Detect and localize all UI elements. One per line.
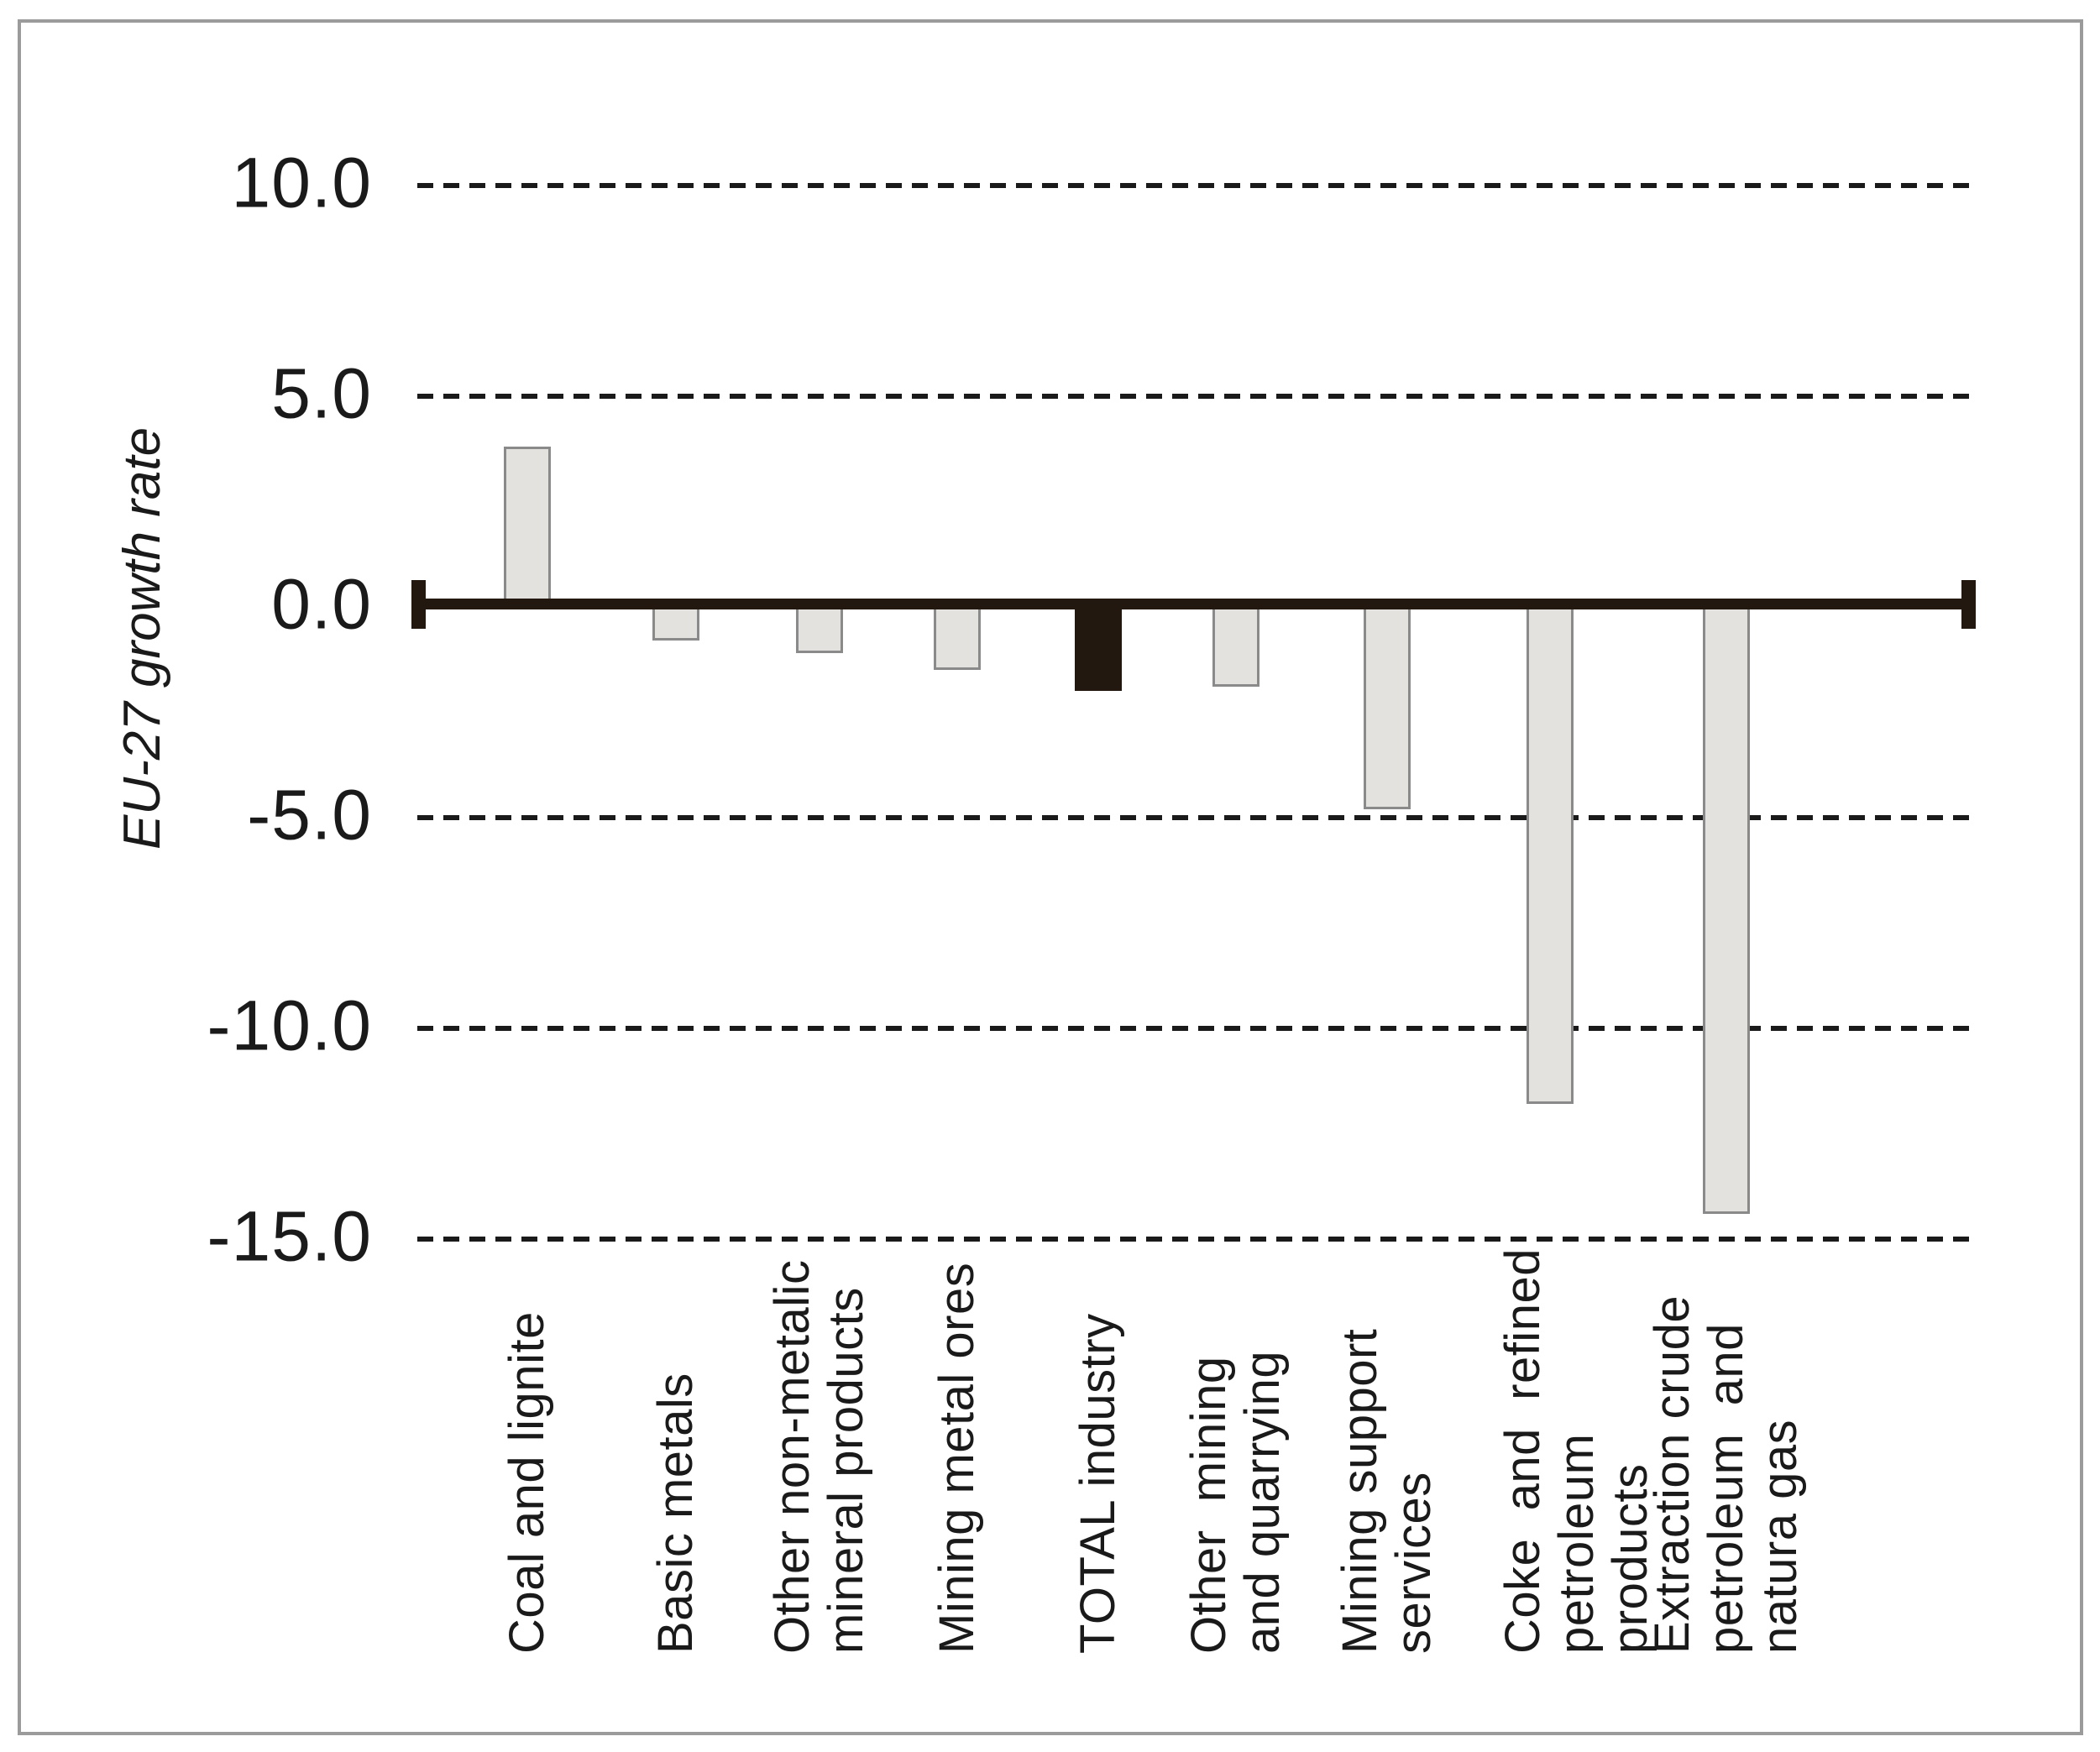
y-tick-label: 10.0 — [231, 143, 372, 222]
category-label-0: Coal and lignite — [500, 1311, 554, 1654]
bar-8 — [1703, 607, 1750, 1214]
bar-6 — [1364, 607, 1411, 809]
category-label-2: Other non-metalic mineral products — [765, 1259, 873, 1654]
y-gridline--15.0 — [417, 1237, 1969, 1242]
y-tick-label: -10.0 — [207, 986, 372, 1065]
category-label-5: Other mining and quarrying — [1181, 1350, 1290, 1654]
bar-2 — [796, 607, 843, 654]
y-gridline--10.0 — [417, 1026, 1969, 1031]
y-tick-label: 0.0 — [271, 564, 372, 644]
bar-1 — [652, 607, 699, 641]
x-axis-zero-line — [426, 599, 1961, 609]
y-tick-label: -5.0 — [247, 775, 372, 855]
axis-end-cap-left — [411, 579, 426, 629]
axis-end-cap-right — [1961, 579, 1976, 629]
category-label-4: TOTAL industry — [1071, 1313, 1125, 1654]
bar-5 — [1212, 607, 1259, 688]
bar-3 — [934, 607, 981, 671]
bar-0 — [504, 447, 551, 607]
bar-total-industry — [1075, 607, 1122, 692]
category-label-7: Coke and refined petroleum products — [1495, 1248, 1657, 1654]
category-label-6: Mining support services — [1333, 1328, 1441, 1654]
y-gridline--5.0 — [417, 815, 1969, 820]
y-gridline-10.0 — [417, 183, 1969, 188]
category-label-8: Extraction crude petroleum and natura ga… — [1645, 1294, 1807, 1654]
y-tick-label: -15.0 — [207, 1196, 372, 1276]
category-label-3: Mining metal ores — [930, 1262, 984, 1654]
y-tick-label: 5.0 — [271, 353, 372, 433]
y-gridline-5.0 — [417, 394, 1969, 399]
category-label-1: Basic metals — [648, 1373, 703, 1654]
bar-7 — [1527, 607, 1574, 1105]
